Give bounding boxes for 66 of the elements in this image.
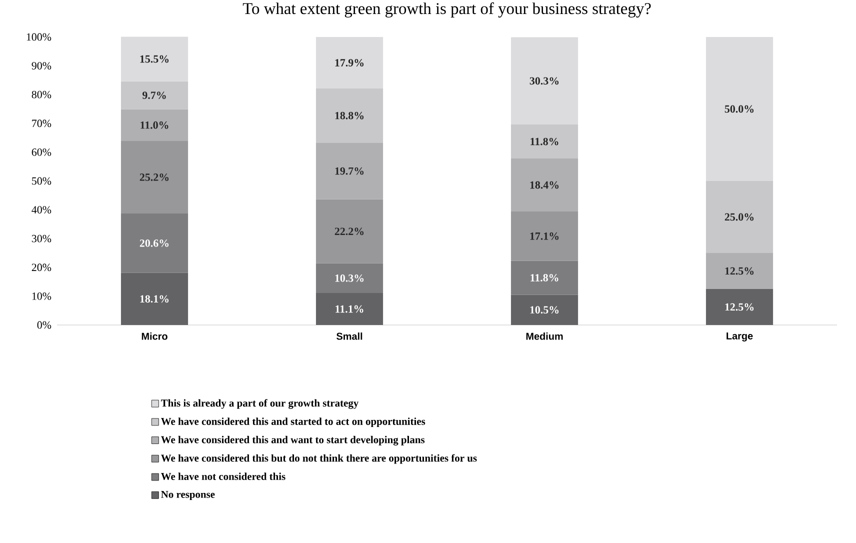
data-label: 25.2%: [140, 174, 169, 181]
data-label: 11.0%: [140, 121, 168, 129]
data-label: 11.1%: [336, 305, 364, 313]
bar: [706, 252, 774, 289]
bar: [706, 288, 774, 325]
y-tick-label: 100%: [26, 33, 52, 41]
y-tick-label: 70%: [32, 120, 52, 128]
x-tick-label: Large: [726, 332, 753, 342]
y-tick-label: 10%: [32, 292, 52, 300]
data-label: 18.1%: [140, 295, 169, 303]
data-label: 18.8%: [335, 112, 364, 120]
y-tick-label: 20%: [32, 264, 52, 272]
y-tick-label: 30%: [32, 234, 52, 242]
bar: [316, 88, 384, 143]
legend-label: We have considered this and want to start developing plans: [160, 436, 425, 446]
bar: [316, 293, 384, 325]
bar: [316, 199, 384, 264]
bar: [120, 272, 188, 325]
bar: [510, 158, 578, 212]
legend-label: This is already a part of our growth strategy: [161, 399, 359, 409]
legend-label: We have not considered this: [160, 472, 286, 480]
data-label: 17.9%: [335, 59, 364, 66]
x-tick-label: Medium: [526, 332, 563, 340]
data-label: 17.1%: [530, 232, 559, 240]
data-label: 10.3%: [335, 274, 364, 282]
data-label: 15.5%: [140, 55, 169, 63]
legend-label: No response: [161, 490, 215, 500]
x-tick-label: Small: [336, 332, 362, 340]
bar: [316, 142, 384, 200]
bar: [120, 214, 188, 273]
bar: [706, 180, 774, 253]
bar: [120, 140, 188, 214]
bar: [120, 81, 188, 110]
data-label: 12.5%: [725, 303, 754, 311]
legend-label: We have considered this and started to act on opportunities: [160, 418, 426, 428]
x-tick-label: Micro: [142, 332, 168, 340]
y-tick-label: 80%: [32, 90, 52, 98]
data-label: 30.3%: [530, 77, 559, 85]
data-label: 11.8%: [530, 138, 558, 146]
data-label: 25.0%: [724, 213, 754, 221]
bar: [120, 36, 188, 82]
y-tick-label: 40%: [32, 206, 52, 214]
y-tick-label: 90%: [32, 62, 52, 70]
y-tick-label: 50%: [32, 177, 52, 185]
data-label: 11.8%: [530, 274, 558, 282]
bar: [316, 263, 384, 294]
data-label: 19.7%: [335, 167, 364, 175]
bar: [510, 124, 578, 159]
bar: [510, 294, 578, 325]
bar: [706, 36, 774, 181]
y-tick-label: 60%: [32, 148, 52, 156]
data-label: 18.4%: [530, 181, 559, 189]
bar: [510, 260, 578, 295]
y-tick-label: 0%: [37, 321, 52, 329]
bar: [510, 212, 578, 261]
data-label: 20.6%: [140, 239, 169, 247]
data-label: 12.5%: [725, 267, 754, 275]
data-label: 10.5%: [530, 306, 559, 314]
bar: [120, 109, 188, 141]
bar: [510, 37, 578, 125]
bar: [316, 36, 384, 89]
data-label: 9.7%: [142, 92, 166, 100]
legend-label: We have considered this but do not think there are opportunities for us: [160, 454, 477, 464]
chart-title: To what extent green growth is part of your business strategy?: [242, 2, 651, 18]
data-label: 50.0%: [724, 105, 754, 113]
data-label: 22.2%: [334, 228, 364, 236]
